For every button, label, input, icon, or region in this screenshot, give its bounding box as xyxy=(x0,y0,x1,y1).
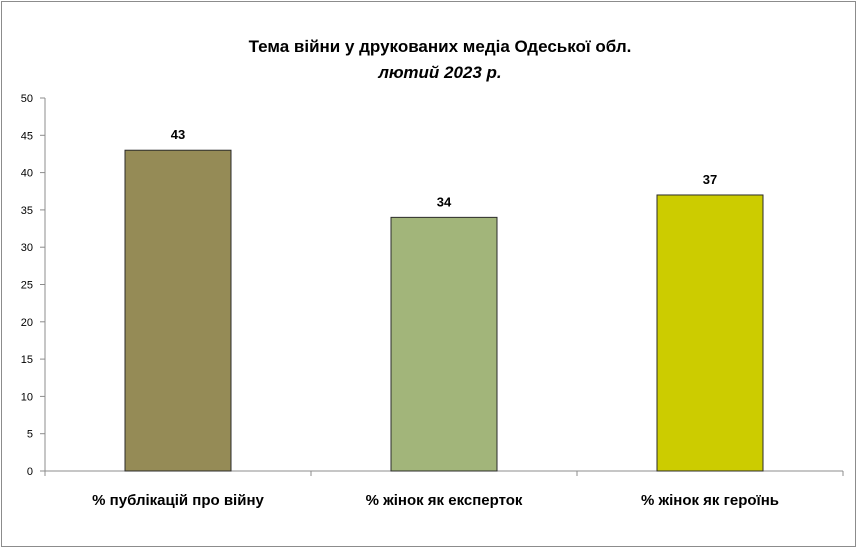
y-tick-label: 45 xyxy=(21,130,33,142)
bar-2 xyxy=(390,216,498,472)
y-tick-label: 35 xyxy=(21,205,33,217)
y-tick-label: 50 xyxy=(21,93,33,105)
data-label-3: 37 xyxy=(703,172,717,187)
y-tick-label: 40 xyxy=(21,168,33,180)
data-label-2: 34 xyxy=(437,194,452,209)
y-tick-label: 15 xyxy=(21,354,33,366)
x-axis-ticks xyxy=(44,471,844,476)
y-tick-label: 25 xyxy=(21,280,33,292)
data-label-1: 43 xyxy=(171,127,185,142)
category-label-3: % жінок як героїнь xyxy=(641,492,779,509)
chart-title: Тема війни у друкованих медіа Одеської о… xyxy=(249,37,632,56)
y-tick-label: 10 xyxy=(21,391,33,403)
data-labels-group: 43 34 37 xyxy=(171,127,717,209)
category-label-2: % жінок як експерток xyxy=(366,492,523,509)
chart-subtitle: лютий 2023 р. xyxy=(377,63,501,82)
category-labels-group: % публікацій про війну % жінок як експерт… xyxy=(92,492,779,509)
y-tick-label: 5 xyxy=(27,429,33,441)
bars-group xyxy=(124,149,764,472)
bar-3 xyxy=(656,194,764,472)
y-tick-label: 20 xyxy=(21,317,33,329)
y-tick-label: 0 xyxy=(27,466,33,478)
category-label-1: % публікацій про війну xyxy=(92,492,264,509)
bar-1 xyxy=(124,149,232,472)
y-axis-ticks: 0 5 10 15 20 25 30 35 40 45 50 xyxy=(21,93,45,478)
y-tick-label: 30 xyxy=(21,242,33,254)
